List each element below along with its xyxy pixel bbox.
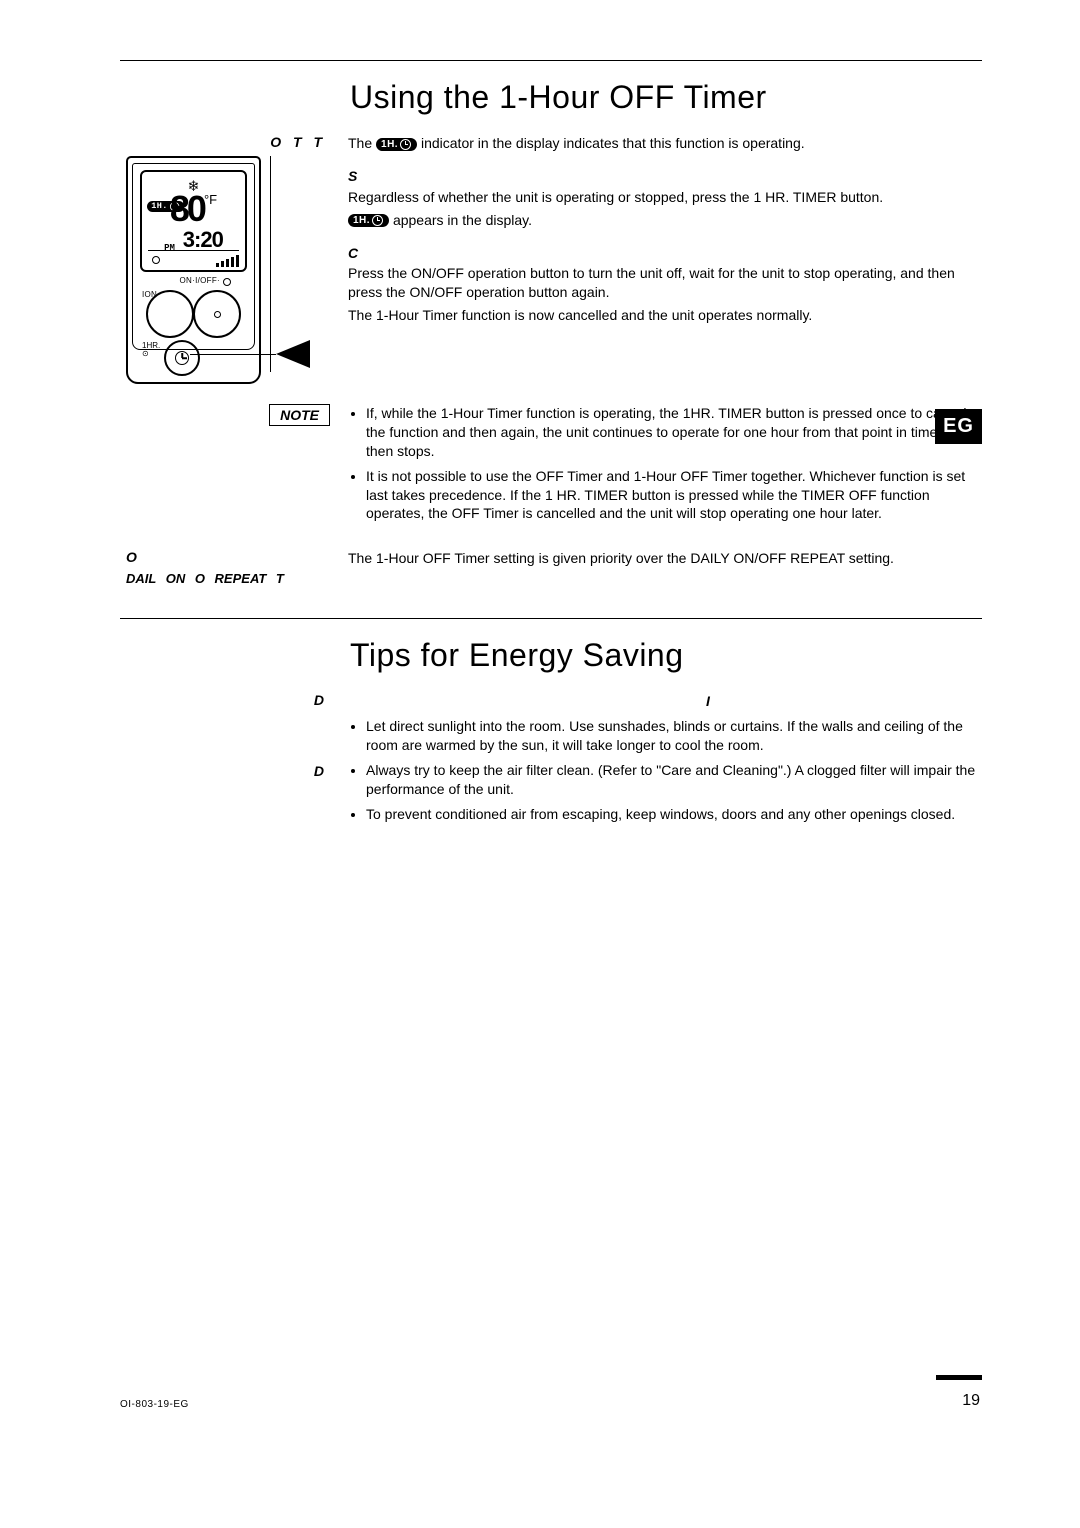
cancel-subhead: C	[348, 244, 982, 263]
note-left: NOTE	[120, 404, 330, 529]
cancel-paragraph-2: The 1-Hour Timer function is now cancell…	[348, 306, 982, 325]
ion-button	[146, 290, 194, 338]
daily-left: O DAIL ON O REPEAT T	[120, 549, 330, 592]
cancel-paragraph-1: Press the ON/OFF operation button to tur…	[348, 264, 982, 302]
tips-left-2: D	[120, 761, 330, 830]
one-hour-button	[164, 340, 200, 376]
setting-paragraph-1: Regardless of whether the unit is operat…	[348, 188, 982, 207]
daily-label-1: O	[126, 549, 330, 565]
top-side-label: O T T	[120, 134, 326, 150]
one-hour-indicator-icon: 1H.	[376, 138, 417, 151]
section-title-1: Using the 1-Hour OFF Timer	[350, 79, 982, 116]
daily-paragraph: The 1-Hour OFF Timer setting is given pr…	[348, 549, 982, 568]
footer-bar	[936, 1375, 982, 1380]
note-item-1: If, while the 1-Hour Timer function is o…	[366, 404, 982, 461]
tips-marker-1: D	[314, 692, 324, 708]
remote-lcd: ❄ 1H. 80°F PM 3:20	[140, 170, 247, 272]
rule-top-1	[120, 60, 982, 61]
tips-right-1: I Let direct sunlight into the room. Use…	[348, 692, 982, 761]
note-row: NOTE If, while the 1-Hour Timer function…	[120, 404, 982, 529]
tips-right-2: Always try to keep the air filter clean.…	[348, 761, 982, 830]
pointer-arrow-icon	[276, 340, 310, 368]
rule-top-2	[120, 618, 982, 619]
page-number: 19	[962, 1392, 980, 1410]
fan-level-icon	[216, 255, 240, 267]
remote-body: ❄ 1H. 80°F PM 3:20	[126, 156, 261, 384]
tips-list-2: Always try to keep the air filter clean.…	[348, 761, 982, 824]
guide-line-vertical	[270, 156, 271, 372]
led-icon	[223, 278, 231, 286]
daily-row: O DAIL ON O REPEAT T The 1-Hour OFF Time…	[120, 549, 982, 592]
remote-illustration: ❄ 1H. 80°F PM 3:20	[120, 156, 310, 386]
language-tab: EG	[935, 409, 982, 444]
daily-right: The 1-Hour OFF Timer setting is given pr…	[348, 549, 982, 592]
tips-row-3: Always try to keep the air filter clean.…	[366, 761, 982, 799]
right-column-1: The 1H. indicator in the display indicat…	[348, 134, 982, 386]
tips-list-1: I Let direct sunlight into the room. Use…	[348, 692, 982, 755]
left-column-1: O T T ❄ 1H. 80°F PM 3:20	[120, 134, 330, 386]
tips-row-1: I	[706, 692, 982, 711]
section-1-body: O T T ❄ 1H. 80°F PM 3:20	[120, 134, 982, 386]
setting-paragraph-2: 1H. appears in the display.	[348, 211, 982, 230]
note-item-2: It is not possible to use the OFF Timer …	[366, 467, 982, 524]
section-2-body: D I Let direct sunlight into the room. U…	[120, 692, 982, 829]
fan-icon	[148, 255, 164, 267]
note-list: If, while the 1-Hour Timer function is o…	[348, 404, 982, 523]
hr-label: 1HR. ⊙	[142, 342, 160, 358]
tips-marker-2: D	[314, 763, 324, 779]
page: EG Using the 1-Hour OFF Timer O T T ❄ 1H…	[0, 0, 1080, 1528]
note-right: If, while the 1-Hour Timer function is o…	[348, 404, 982, 529]
tips-row-2: Let direct sunlight into the room. Use s…	[366, 717, 982, 755]
one-hour-indicator-icon: 1H.	[348, 214, 389, 227]
tips-row-4: To prevent conditioned air from escaping…	[366, 805, 982, 824]
intro-paragraph: The 1H. indicator in the display indicat…	[348, 134, 982, 153]
section-title-2: Tips for Energy Saving	[350, 637, 982, 674]
lcd-separator	[148, 250, 239, 251]
doc-code: OI-803-19-EG	[120, 1399, 189, 1410]
lcd-bottom	[148, 253, 239, 267]
onoff-text: ON·I/OFF·	[180, 276, 220, 285]
note-label: NOTE	[269, 404, 330, 426]
onoff-button	[193, 290, 241, 338]
lcd-temperature: 80°F	[142, 188, 245, 230]
daily-label-2: DAIL ON O REPEAT T	[126, 571, 330, 586]
guide-line-horizontal	[190, 354, 276, 355]
setting-subhead: S	[348, 167, 982, 186]
tips-left-1: D	[120, 692, 330, 761]
